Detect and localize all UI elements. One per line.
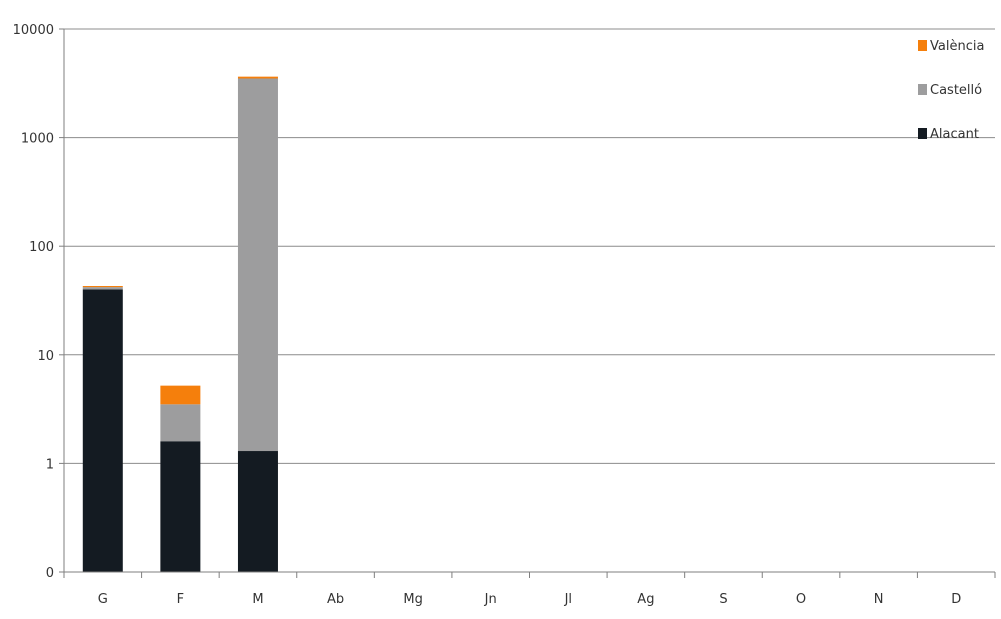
- gridlines: [64, 28, 995, 464]
- legend-swatch: [918, 128, 927, 139]
- bar-valncia: [237, 76, 278, 79]
- x-tick-label: M: [252, 592, 263, 607]
- x-tick-label: Jn: [484, 592, 497, 607]
- legend: València Castelló Alacant: [918, 39, 984, 142]
- x-tick-label: O: [796, 592, 806, 607]
- bar-valncia: [160, 385, 201, 405]
- legend-swatch: [918, 84, 927, 95]
- bars: [82, 76, 278, 572]
- bar-castell: [237, 78, 278, 452]
- legend-label: Castelló: [930, 83, 982, 98]
- legend-swatch: [918, 40, 927, 51]
- y-tick-label: 10000: [13, 23, 54, 38]
- bar-alacant: [160, 441, 201, 572]
- y-tick-label: 1000: [21, 132, 54, 147]
- legend-label: Alacant: [930, 127, 979, 142]
- bar-alacant: [82, 289, 123, 572]
- bar-alacant: [237, 451, 278, 572]
- x-tick-label: S: [719, 592, 727, 607]
- x-tick-label: Mg: [403, 592, 422, 607]
- y-tick-label: 100: [29, 240, 54, 255]
- y-tick-label: 1: [46, 457, 54, 472]
- x-tick-label: G: [98, 592, 108, 607]
- y-tick-label: 10: [37, 349, 54, 364]
- x-tick-label: Ag: [637, 592, 654, 607]
- x-tick-label: Jl: [564, 592, 572, 607]
- y-tick-label: 0: [46, 566, 54, 581]
- x-tick-label: Ab: [327, 592, 344, 607]
- x-tick-label: N: [874, 592, 884, 607]
- axes: 0 1 10 100 1000 10000 G F M Ab Mg Jn Jl Ag S O N D: [13, 23, 996, 607]
- x-tick-label: D: [951, 592, 961, 607]
- bar-castell: [82, 287, 123, 290]
- x-tick-label: F: [177, 592, 184, 607]
- bar-castell: [160, 404, 201, 442]
- legend-label: València: [930, 39, 984, 54]
- bar-valncia: [82, 286, 123, 288]
